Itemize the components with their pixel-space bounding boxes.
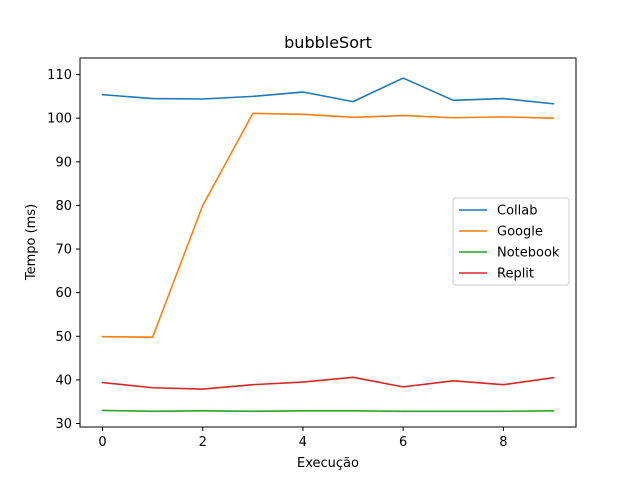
series-line-google: [101, 112, 555, 338]
legend-label-collab: Collab: [497, 204, 537, 219]
chart-title: bubbleSort: [284, 33, 372, 52]
x-tick-label: 4: [299, 435, 307, 450]
y-tick-label: 80: [55, 199, 72, 214]
x-tick-label: 2: [199, 435, 207, 450]
series-line-collab: [101, 77, 555, 105]
y-axis-ticks: 30 40 50 60 70 80 90 100 110: [47, 68, 80, 432]
legend: Collab Google Notebook Replit: [452, 197, 570, 286]
series-lines: [101, 77, 555, 413]
y-tick-label: 90: [55, 155, 72, 170]
y-tick-label: 50: [55, 330, 72, 345]
x-tick-label: 8: [499, 435, 507, 450]
series-line-notebook: [101, 409, 555, 413]
plot-frame: [79, 57, 577, 428]
y-axis-label: Tempo (ms): [24, 204, 39, 281]
x-axis-ticks: 0 2 4 6 8: [98, 427, 507, 450]
y-tick-label: 30: [55, 417, 72, 432]
series-line-replit: [101, 376, 555, 390]
legend-box: [452, 197, 570, 286]
y-tick-label: 100: [47, 112, 72, 127]
y-tick-label: 40: [55, 373, 72, 388]
y-tick-label: 60: [55, 286, 72, 301]
legend-label-replit: Replit: [497, 267, 534, 282]
y-tick-label: 110: [47, 68, 72, 83]
legend-label-google: Google: [497, 225, 543, 240]
y-tick-label: 70: [55, 243, 72, 258]
x-tick-label: 0: [98, 435, 106, 450]
x-axis-label: Execução: [297, 456, 359, 471]
x-tick-label: 6: [399, 435, 407, 450]
legend-label-notebook: Notebook: [497, 246, 560, 261]
